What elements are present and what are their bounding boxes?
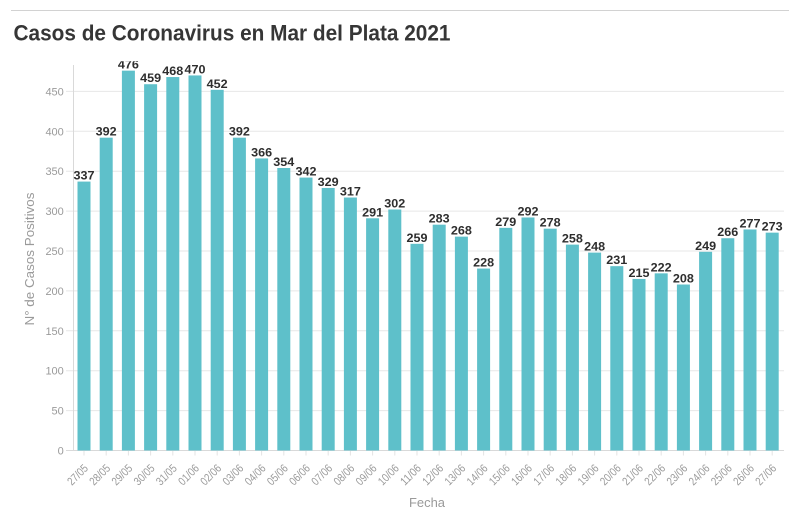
svg-text:249: 249 <box>695 239 716 253</box>
svg-text:273: 273 <box>762 220 783 234</box>
svg-text:215: 215 <box>629 266 650 280</box>
svg-text:476: 476 <box>118 58 139 72</box>
svg-text:278: 278 <box>540 216 561 230</box>
svg-text:350: 350 <box>45 166 63 178</box>
svg-text:266: 266 <box>717 225 738 239</box>
svg-text:277: 277 <box>740 216 761 230</box>
svg-text:279: 279 <box>495 215 516 229</box>
svg-text:400: 400 <box>45 126 63 138</box>
svg-text:452: 452 <box>207 77 228 91</box>
svg-text:392: 392 <box>229 125 250 139</box>
svg-text:228: 228 <box>473 256 494 270</box>
svg-text:366: 366 <box>251 145 272 159</box>
svg-text:354: 354 <box>273 155 294 169</box>
svg-text:50: 50 <box>52 406 64 418</box>
svg-text:292: 292 <box>518 204 539 218</box>
svg-text:300: 300 <box>45 206 63 218</box>
svg-text:329: 329 <box>318 175 339 189</box>
svg-text:100: 100 <box>45 366 63 378</box>
svg-text:337: 337 <box>74 169 95 183</box>
svg-text:258: 258 <box>562 232 583 246</box>
svg-text:Casos de Coronavirus en Mar de: Casos de Coronavirus en Mar del Plata 20… <box>14 21 451 46</box>
svg-text:470: 470 <box>185 62 206 76</box>
svg-text:231: 231 <box>606 253 627 267</box>
svg-text:392: 392 <box>96 125 117 139</box>
svg-text:259: 259 <box>407 231 428 245</box>
svg-text:Fecha: Fecha <box>409 496 445 510</box>
svg-text:N° de Casos Positivos: N° de Casos Positivos <box>23 193 37 326</box>
svg-text:250: 250 <box>45 246 63 258</box>
svg-text:342: 342 <box>296 165 317 179</box>
svg-text:302: 302 <box>384 197 405 211</box>
svg-text:0: 0 <box>58 446 64 458</box>
svg-text:208: 208 <box>673 272 694 286</box>
svg-text:150: 150 <box>45 326 63 338</box>
svg-text:268: 268 <box>451 224 472 238</box>
svg-text:450: 450 <box>45 86 63 98</box>
svg-text:459: 459 <box>140 71 161 85</box>
svg-text:317: 317 <box>340 185 361 199</box>
svg-text:200: 200 <box>45 286 63 298</box>
svg-text:468: 468 <box>162 64 183 78</box>
svg-text:222: 222 <box>651 260 672 274</box>
svg-text:248: 248 <box>584 240 605 254</box>
svg-text:283: 283 <box>429 212 450 226</box>
svg-text:291: 291 <box>362 205 383 219</box>
